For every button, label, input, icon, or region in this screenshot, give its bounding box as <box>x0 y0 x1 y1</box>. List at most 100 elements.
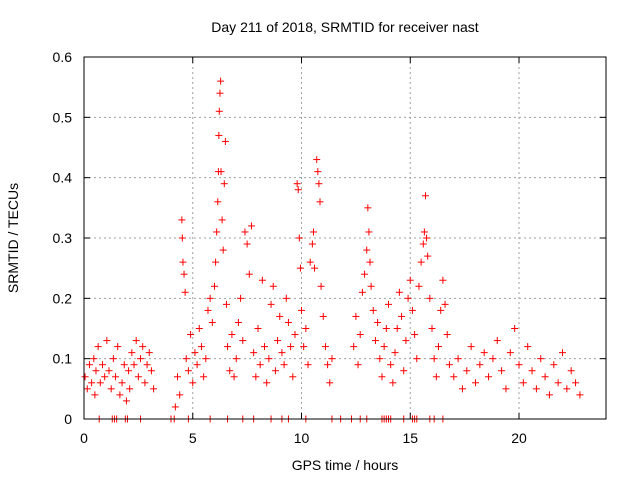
data-point <box>291 331 299 339</box>
data-point <box>502 385 510 393</box>
data-point <box>541 373 549 381</box>
data-point <box>114 343 122 351</box>
data-point <box>193 361 201 369</box>
data-point <box>358 288 366 296</box>
y-tick-label: 0.6 <box>53 49 73 65</box>
data-point <box>365 228 373 236</box>
data-point <box>354 361 362 369</box>
data-point <box>206 294 214 302</box>
data-point <box>215 107 223 115</box>
data-point <box>380 343 388 351</box>
data-point <box>366 258 374 266</box>
data-point <box>421 192 429 200</box>
data-point <box>458 385 466 393</box>
data-point <box>537 355 545 363</box>
y-ticks: 0 0.1 0.2 0.3 0.4 0.5 0.6 <box>53 49 606 427</box>
data-point <box>441 300 449 308</box>
y-tick-label: 0.5 <box>53 109 73 125</box>
data-point <box>376 355 384 363</box>
data-point <box>254 325 262 332</box>
data-point <box>182 355 190 363</box>
data-point <box>176 391 184 399</box>
data-point <box>126 385 134 393</box>
data-point <box>356 331 364 339</box>
data-point <box>467 343 475 351</box>
data-point <box>382 325 390 332</box>
data-point <box>130 361 138 369</box>
data-point <box>476 361 484 369</box>
data-point <box>313 156 321 164</box>
data-point <box>389 379 397 387</box>
data-point <box>221 137 229 145</box>
data-point <box>563 385 571 393</box>
data-point <box>295 234 303 242</box>
data-point <box>352 312 360 320</box>
data-point <box>361 270 369 278</box>
data-point <box>265 355 273 363</box>
x-ticks: 0 5 10 15 20 <box>80 57 527 446</box>
data-point <box>363 246 371 254</box>
data-point <box>554 379 562 387</box>
data-point <box>120 361 128 369</box>
data-point <box>287 343 295 351</box>
data-point <box>222 300 230 308</box>
data-point <box>417 258 425 266</box>
data-point <box>258 276 266 284</box>
data-point <box>371 337 379 345</box>
data-point <box>278 349 286 357</box>
data-point <box>274 337 282 345</box>
data-point <box>90 355 98 363</box>
x-tick-label: 15 <box>402 430 418 446</box>
data-point <box>243 240 251 248</box>
data-point <box>96 379 104 387</box>
data-point <box>252 373 260 381</box>
data-point <box>326 379 334 387</box>
data-point <box>404 294 412 302</box>
data-point <box>419 240 427 248</box>
data-point <box>125 367 133 375</box>
data-point <box>282 294 290 302</box>
data-point <box>103 337 111 345</box>
data-point <box>411 331 419 339</box>
data-point <box>408 306 416 314</box>
data-point <box>237 294 245 302</box>
data-point <box>316 198 324 206</box>
data-point <box>311 264 319 272</box>
data-point <box>559 349 566 357</box>
data-point <box>85 361 93 369</box>
data-point <box>321 343 329 351</box>
data-point <box>213 228 221 236</box>
grid-layer <box>84 57 606 419</box>
chart-title: Day 211 of 2018, SRMTID for receiver nas… <box>211 19 479 35</box>
data-point <box>493 337 501 345</box>
data-point <box>369 306 377 314</box>
data-point <box>463 367 471 375</box>
data-point <box>439 276 447 284</box>
data-point <box>174 373 182 381</box>
data-point <box>435 343 443 351</box>
data-point <box>367 282 375 290</box>
data-point <box>178 216 186 224</box>
data-point <box>350 343 358 351</box>
data-point <box>247 222 255 230</box>
data-point <box>200 373 208 381</box>
data-point <box>315 180 323 188</box>
data-point <box>423 234 431 242</box>
data-point <box>532 385 540 393</box>
data-point <box>189 379 197 387</box>
data-point <box>267 300 275 308</box>
x-axis-label: GPS time / hours <box>292 457 399 473</box>
data-point <box>219 246 227 254</box>
data-point <box>364 204 372 212</box>
data-point <box>171 403 179 411</box>
data-point <box>293 180 301 188</box>
data-point <box>230 373 238 381</box>
y-tick-label: 0.2 <box>53 290 73 306</box>
data-point <box>308 240 316 248</box>
data-point <box>302 325 310 332</box>
data-point <box>319 312 327 320</box>
data-point <box>545 391 553 399</box>
data-point <box>413 355 421 363</box>
data-point <box>506 349 514 357</box>
data-point <box>245 270 253 278</box>
